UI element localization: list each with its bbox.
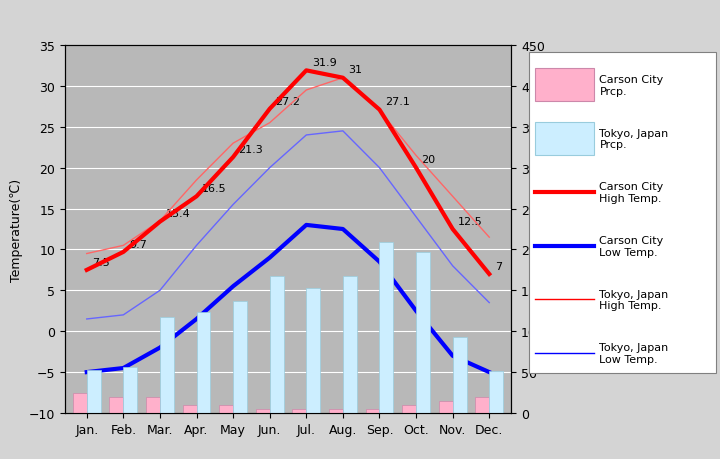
Bar	[329, 409, 343, 413]
Text: 7.5: 7.5	[92, 257, 110, 267]
Bar	[123, 367, 138, 413]
Text: Tokyo, Japan
Low Temp.: Tokyo, Japan Low Temp.	[600, 342, 669, 364]
Bar	[366, 409, 379, 413]
Bar	[379, 242, 393, 413]
Bar	[270, 277, 284, 413]
Bar	[490, 371, 503, 413]
Text: 21.3: 21.3	[238, 145, 264, 154]
Bar	[438, 401, 453, 413]
Text: Tokyo, Japan
High Temp.: Tokyo, Japan High Temp.	[600, 289, 669, 310]
Bar	[160, 318, 174, 413]
Text: 12.5: 12.5	[458, 216, 483, 226]
Text: 27.1: 27.1	[385, 97, 410, 107]
Text: 13.4: 13.4	[166, 209, 190, 219]
Bar	[402, 405, 416, 413]
FancyBboxPatch shape	[529, 52, 716, 373]
Bar	[86, 371, 101, 413]
Bar	[183, 405, 197, 413]
Bar	[233, 301, 247, 413]
Bar	[453, 337, 467, 413]
Text: Carson City
Prcp.: Carson City Prcp.	[600, 75, 664, 96]
Bar	[292, 409, 306, 413]
Bar	[343, 276, 357, 413]
Bar	[306, 288, 320, 413]
Text: Carson City
Low Temp.: Carson City Low Temp.	[600, 235, 664, 257]
Bar	[146, 397, 160, 413]
Text: Tokyo, Japan
Prcp.: Tokyo, Japan Prcp.	[600, 129, 669, 150]
Bar	[416, 252, 430, 413]
Bar	[475, 397, 490, 413]
Text: 27.2: 27.2	[275, 96, 300, 106]
Bar	[197, 312, 210, 413]
Text: 9.7: 9.7	[129, 239, 147, 249]
Text: 7: 7	[495, 261, 502, 271]
Text: 31.9: 31.9	[312, 58, 336, 68]
Y-axis label: Precipitation(mm): Precipitation(mm)	[550, 174, 563, 285]
Y-axis label: Temperature(℃): Temperature(℃)	[10, 178, 23, 281]
Text: 31: 31	[348, 65, 362, 75]
Text: 16.5: 16.5	[202, 184, 227, 194]
Bar	[256, 409, 270, 413]
Text: 20: 20	[421, 155, 436, 165]
Bar	[73, 393, 86, 413]
Bar	[219, 405, 233, 413]
Bar	[109, 397, 123, 413]
Text: Carson City
High Temp.: Carson City High Temp.	[600, 182, 664, 203]
